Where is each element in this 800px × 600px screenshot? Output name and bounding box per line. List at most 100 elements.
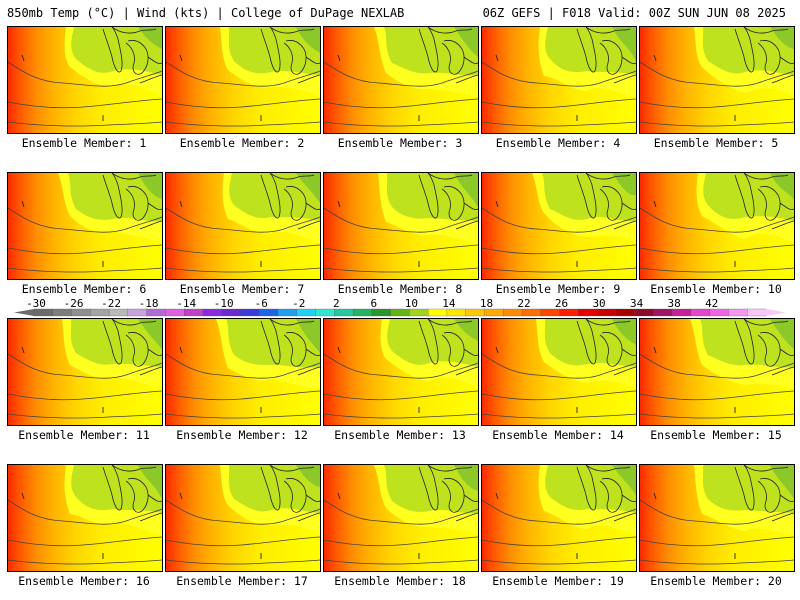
colorbar-swatch [240,308,260,317]
lake-superior-outline [111,465,157,472]
lake-erie-outline [455,512,478,522]
colorbar-swatch [521,308,542,317]
temperature-map-svg [482,173,636,279]
lake-huron-outline [599,478,623,513]
cool-zone-green [71,27,162,75]
lake-michigan-outline [734,27,755,73]
lake-erie-outline [455,74,478,84]
cool-zone-green [702,27,794,75]
isoline [324,499,478,525]
temperature-map-svg [640,27,794,133]
lake-huron-outline [599,40,623,75]
temperature-map-svg [8,319,162,425]
isoline [324,207,478,233]
ensemble-member-map [639,318,795,426]
temperature-map-svg [166,173,320,279]
lake-huron-outline [757,40,781,75]
colorbar-swatch [127,308,148,317]
lake-huron-outline [757,186,781,221]
colorbar-tick-label: 26 [555,297,568,310]
lake-huron-outline [125,186,149,221]
ensemble-member-map [639,464,795,572]
colorbar-swatch [559,308,579,317]
cool-zone-darkgreen [138,465,162,499]
lake-superior-outline [427,319,473,326]
wind-barb [179,200,183,208]
temperature-map-svg [8,27,162,133]
lake-superior-outline [427,465,473,472]
wind-barb [179,492,183,500]
ensemble-member-map [323,26,479,134]
wind-barb [495,346,499,354]
lake-superior-outline [269,173,315,180]
isoline [324,244,478,255]
lake-huron-outline [283,40,307,75]
lake-michigan-outline [418,173,439,219]
colorbar-swatch [484,308,504,317]
lake-huron-outline [283,478,307,513]
wind-barb [337,54,341,62]
lake-ontario-outline [621,56,636,64]
cool-zone-darkgreen [454,27,478,57]
cool-zone-green [228,27,320,75]
isoline [640,61,794,87]
isoline [482,267,636,273]
isoline [640,390,794,401]
isoline [640,559,794,565]
isoline [482,98,636,109]
temperature-map-svg [8,465,162,571]
lake-superior-outline [585,173,631,180]
lake-ontario-outline [305,494,320,502]
lake-huron-outline [441,478,465,513]
cool-zone-green [542,173,636,222]
wind-barb [337,200,341,208]
isoline [324,559,478,565]
colorbar-swatch [146,308,166,317]
temperature-map-svg [640,319,794,425]
lake-huron-outline [757,332,781,367]
colorbar-swatch [90,308,110,317]
ensemble-member-label: Ensemble Member: 13 [334,428,466,442]
cool-zone-darkgreen [454,465,478,491]
lake-michigan-outline [576,27,597,73]
isoline [324,353,478,379]
isoline [482,244,636,255]
cool-zone-green [228,465,320,513]
colorbar-right-arrow [766,309,786,316]
cool-zone-darkgreen [612,465,636,495]
cool-zone-green [544,319,636,367]
isoline [8,267,162,273]
lake-ontario-outline [147,202,162,210]
lake-erie-outline [771,366,794,376]
isoline [8,244,162,255]
isoline [482,499,636,525]
ensemble-member-label: Ensemble Member: 5 [653,136,779,150]
cool-zone-green [384,465,478,514]
cool-zone-darkgreen [770,173,794,199]
lake-ontario-outline [147,348,162,356]
colorbar-tick-label: 14 [442,297,456,310]
colorbar-swatch [202,308,223,317]
colorbar-swatch [747,308,767,317]
cool-zone-darkgreen [296,319,320,353]
lake-huron-outline [599,332,623,367]
lake-huron-outline [125,332,149,367]
colorbar-swatch [709,308,729,317]
isoline [324,98,478,109]
colorbar-tick-label: 42 [705,297,718,310]
lake-michigan-outline [576,465,597,511]
cool-zone-green [71,465,162,513]
cool-zone-green [384,27,478,76]
lake-huron-outline [441,332,465,367]
lake-superior-outline [111,27,157,34]
colorbar-swatch [390,308,410,317]
isoline [166,207,320,233]
isoline [166,121,320,127]
lake-ontario-outline [463,494,478,502]
isoline [8,390,162,401]
isoline [166,98,320,109]
cool-zone-darkgreen [454,173,478,207]
ensemble-member-map [165,172,321,280]
lake-ontario-outline [147,494,162,502]
colorbar-tick-label: -30 [26,297,46,310]
